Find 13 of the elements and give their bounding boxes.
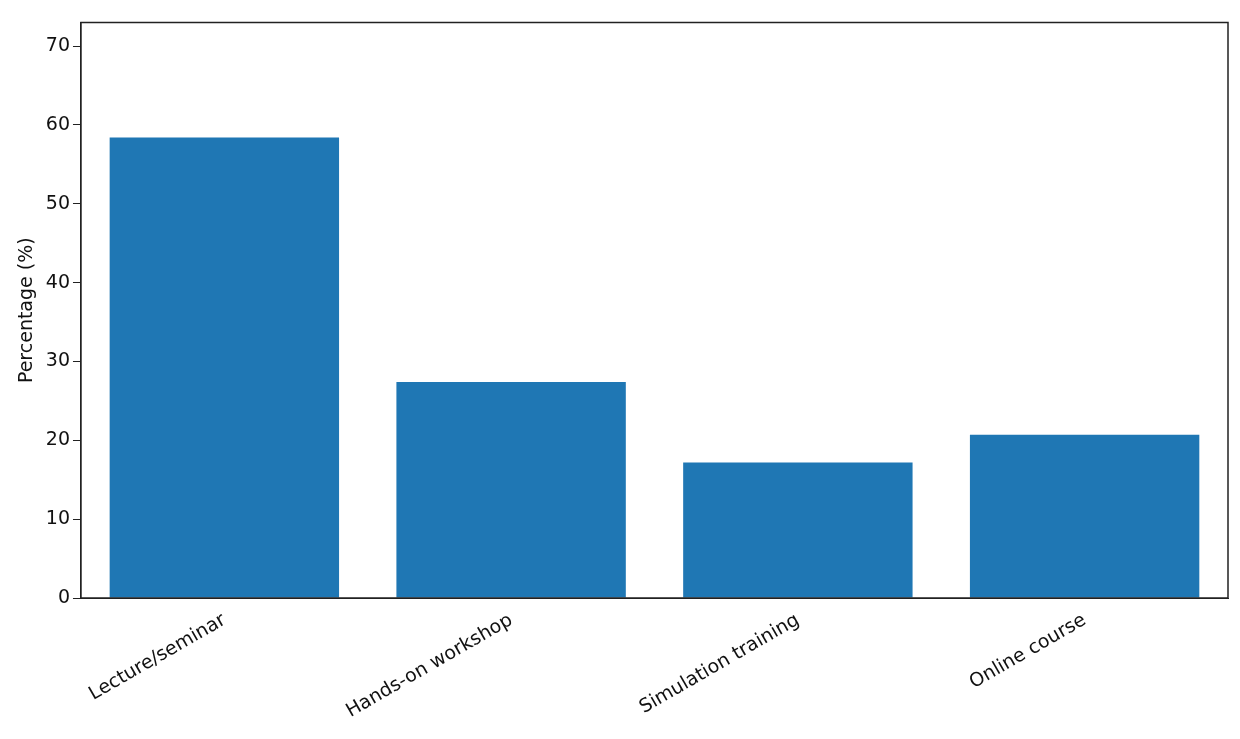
y-axis-title: Percentage (%) [14,237,37,384]
bar [969,434,1200,598]
y-tick-label: 10 [45,506,70,529]
y-tick-label: 50 [45,190,70,213]
y-tick-label: 60 [45,111,70,134]
y-tick-label: 70 [45,32,70,55]
bar [683,462,913,598]
y-tick-label: 30 [45,348,70,371]
y-tick-label: 40 [45,269,70,292]
bar [109,137,340,598]
y-tick-label: 20 [45,427,70,450]
y-tick-label: 0 [57,584,70,607]
bar [396,381,626,598]
